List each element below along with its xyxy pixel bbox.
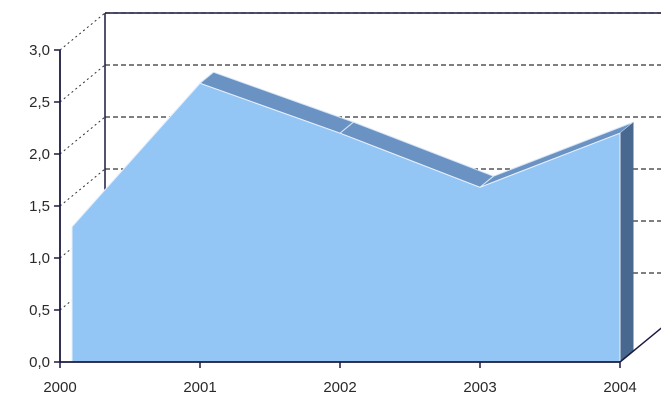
y-tick-label: 2,5 xyxy=(29,94,50,111)
area-series xyxy=(71,82,621,363)
area-side-face xyxy=(620,122,634,362)
y-tick-label: 2,0 xyxy=(29,146,50,163)
y-tick-label: 0,5 xyxy=(29,302,50,319)
x-tick-label: 2004 xyxy=(603,379,636,396)
x-tick-label: 2002 xyxy=(323,379,356,396)
y-tick-label: 0,0 xyxy=(29,354,50,371)
grid-line-side xyxy=(59,116,106,155)
y-tick-label: 3,0 xyxy=(29,42,50,59)
x-tick-label: 2001 xyxy=(183,379,216,396)
floor-right-edge xyxy=(619,327,661,363)
y-tick-label: 1,5 xyxy=(29,198,50,215)
x-tick-label: 2003 xyxy=(463,379,496,396)
y-tick-label: 1,0 xyxy=(29,250,50,267)
grid-line-side xyxy=(59,64,106,103)
grid-line-side xyxy=(59,12,106,51)
x-tick-label: 2000 xyxy=(43,379,76,396)
